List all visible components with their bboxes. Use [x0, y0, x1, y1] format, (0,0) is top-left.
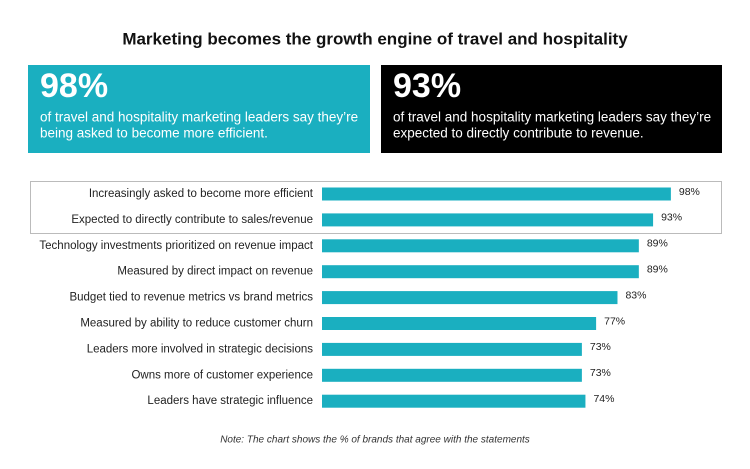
bar [322, 317, 597, 330]
value-label: 73% [590, 367, 611, 379]
title: Marketing becomes the growth engine of t… [122, 29, 628, 48]
highlight-text: of travel and hospitality marketing lead… [393, 110, 711, 125]
highlight-box [381, 65, 722, 153]
highlight-stat: 98% [40, 67, 108, 105]
bar [322, 213, 654, 227]
category-label: Measured by direct impact on revenue [117, 266, 313, 278]
highlight-stat: 93% [393, 67, 461, 105]
bar [322, 239, 639, 253]
highlight-text: of travel and hospitality marketing lead… [40, 110, 358, 125]
category-label: Measured by ability to reduce customer c… [80, 318, 313, 330]
category-label: Leaders have strategic influence [147, 395, 313, 407]
bar [322, 291, 618, 305]
highlight-frame [30, 181, 722, 234]
value-label: 83% [625, 289, 646, 301]
bar [322, 265, 639, 279]
value-label: 77% [604, 315, 625, 327]
value-label: 89% [647, 238, 668, 250]
highlight-box [28, 65, 370, 153]
bar [322, 394, 586, 408]
highlight-text: expected to directly contribute to reven… [393, 126, 644, 141]
value-label: 74% [593, 393, 614, 405]
category-label: Expected to directly contribute to sales… [71, 214, 313, 226]
category-label: Technology investments prioritized on re… [39, 240, 313, 252]
value-label: 89% [647, 263, 668, 275]
bar [322, 187, 671, 201]
value-label: 93% [661, 212, 682, 224]
category-label: Owns more of customer experience [131, 369, 313, 381]
category-label: Increasingly asked to become more effici… [89, 188, 314, 200]
highlight-text: being asked to become more efficient. [40, 126, 268, 141]
chart-note: Note: The chart shows the % of brands th… [220, 435, 530, 446]
bar [322, 368, 582, 382]
value-label: 73% [590, 341, 611, 353]
category-label: Budget tied to revenue metrics vs brand … [69, 292, 313, 304]
value-label: 98% [679, 186, 700, 198]
category-label: Leaders more involved in strategic decis… [87, 343, 314, 355]
bar [322, 342, 582, 356]
